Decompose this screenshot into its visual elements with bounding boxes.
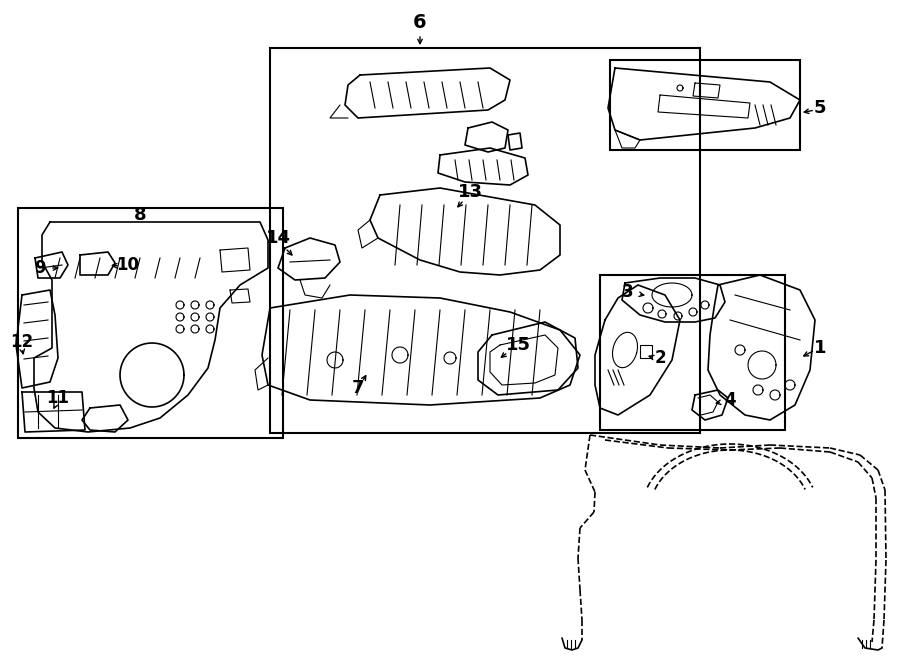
Text: 11: 11 bbox=[47, 389, 69, 407]
Text: 2: 2 bbox=[654, 349, 666, 367]
Text: 6: 6 bbox=[413, 13, 427, 32]
Text: 13: 13 bbox=[457, 183, 482, 201]
Text: 10: 10 bbox=[116, 256, 140, 274]
Bar bbox=[610, 60, 800, 150]
Bar bbox=[600, 275, 785, 430]
Text: 5: 5 bbox=[814, 99, 826, 117]
Text: 1: 1 bbox=[814, 339, 826, 357]
Text: 3: 3 bbox=[622, 283, 634, 301]
Text: 9: 9 bbox=[34, 259, 46, 277]
Text: 4: 4 bbox=[724, 391, 736, 409]
Text: 12: 12 bbox=[11, 333, 33, 351]
Text: 15: 15 bbox=[506, 336, 530, 354]
Bar bbox=[18, 208, 283, 438]
Text: 14: 14 bbox=[266, 229, 291, 247]
Text: 8: 8 bbox=[134, 206, 147, 224]
Bar bbox=[270, 48, 700, 433]
Text: 7: 7 bbox=[352, 379, 365, 397]
